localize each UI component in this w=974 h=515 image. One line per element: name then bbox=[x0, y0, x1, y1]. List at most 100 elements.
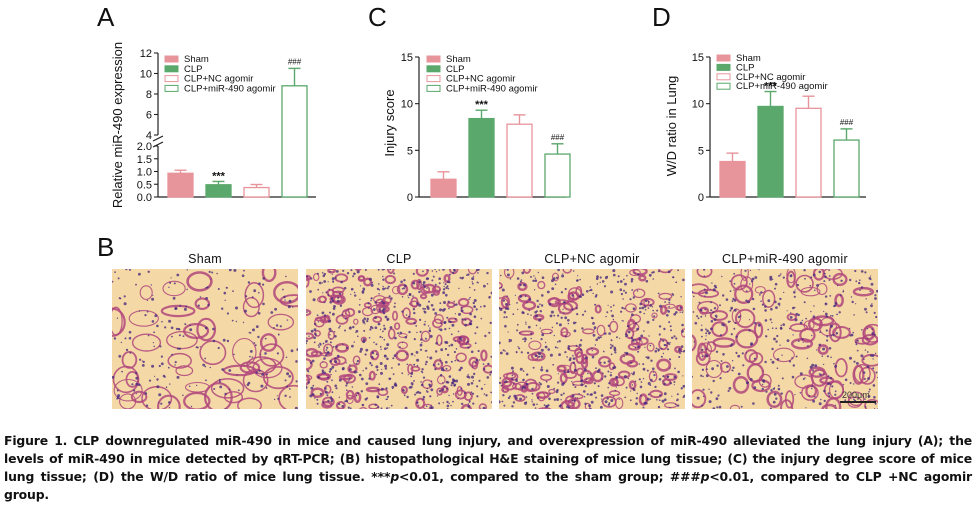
cell-nucleus bbox=[672, 276, 674, 279]
cell-nucleus bbox=[651, 306, 654, 308]
cell-nucleus bbox=[872, 384, 876, 387]
cell-nucleus bbox=[473, 299, 477, 302]
cell-nucleus bbox=[235, 306, 238, 310]
cell-nucleus bbox=[362, 370, 364, 372]
cell-nucleus bbox=[803, 269, 806, 272]
cell-nucleus bbox=[564, 351, 567, 354]
cell-nucleus bbox=[453, 269, 456, 272]
cell-nucleus bbox=[414, 355, 416, 357]
cell-nucleus bbox=[560, 316, 563, 319]
cell-nucleus bbox=[791, 375, 795, 379]
cell-nucleus bbox=[344, 329, 346, 332]
cell-nucleus bbox=[387, 285, 390, 288]
cell-nucleus bbox=[539, 303, 541, 305]
cell-nucleus bbox=[204, 357, 207, 360]
cell-nucleus bbox=[152, 294, 154, 296]
cell-nucleus bbox=[534, 380, 536, 382]
cell-nucleus bbox=[147, 334, 150, 337]
cell-nucleus bbox=[647, 393, 650, 396]
cell-nucleus bbox=[557, 373, 559, 375]
cell-nucleus bbox=[530, 314, 532, 316]
cell-nucleus bbox=[545, 405, 548, 408]
cell-nucleus bbox=[306, 311, 308, 313]
cell-nucleus bbox=[285, 356, 288, 359]
cell-nucleus bbox=[662, 339, 665, 342]
chart-a-significance-label: *** bbox=[212, 170, 226, 182]
cell-nucleus bbox=[751, 277, 755, 281]
cell-nucleus bbox=[544, 341, 547, 344]
cell-nucleus bbox=[273, 327, 275, 329]
cell-nucleus bbox=[430, 404, 432, 406]
alveolar-wall bbox=[821, 403, 838, 409]
cell-nucleus bbox=[439, 358, 441, 360]
cell-nucleus bbox=[444, 283, 447, 286]
cell-nucleus bbox=[671, 395, 673, 397]
cell-nucleus bbox=[610, 306, 612, 308]
cell-nucleus bbox=[436, 395, 439, 397]
cell-nucleus bbox=[458, 312, 461, 316]
cell-nucleus bbox=[706, 329, 709, 333]
alveolar-wall bbox=[432, 318, 443, 329]
cell-nucleus bbox=[144, 314, 147, 317]
chart-c-legend-label: Sham bbox=[446, 54, 471, 65]
chart-a-y-axis-label: Relative miR-490 expression bbox=[110, 42, 125, 208]
cell-nucleus bbox=[753, 386, 757, 389]
cell-nucleus bbox=[284, 394, 287, 397]
cell-nucleus bbox=[453, 350, 456, 354]
cell-nucleus bbox=[358, 310, 361, 314]
cell-nucleus bbox=[367, 307, 370, 309]
cell-nucleus bbox=[386, 347, 389, 349]
chart-c-legend-label: CLP+miR-490 agomir bbox=[446, 83, 538, 94]
cell-nucleus bbox=[335, 345, 338, 348]
cell-nucleus bbox=[534, 279, 538, 282]
cell-nucleus bbox=[849, 356, 852, 360]
cell-nucleus bbox=[597, 385, 600, 388]
cell-nucleus bbox=[288, 375, 291, 378]
cell-nucleus bbox=[459, 336, 462, 340]
alveolar-wall bbox=[692, 389, 707, 409]
cell-nucleus bbox=[501, 400, 504, 403]
cell-nucleus bbox=[499, 381, 502, 385]
cell-nucleus bbox=[112, 280, 114, 283]
cell-nucleus bbox=[626, 334, 629, 336]
cell-nucleus bbox=[604, 400, 608, 404]
cell-nucleus bbox=[412, 295, 414, 297]
cell-nucleus bbox=[455, 348, 458, 350]
cell-nucleus bbox=[637, 273, 640, 276]
alveolar-wall bbox=[393, 322, 401, 331]
cell-nucleus bbox=[349, 364, 351, 366]
cell-nucleus bbox=[348, 380, 350, 382]
chart-d-legend-label: CLP+miR-490 agomir bbox=[736, 81, 828, 92]
cell-nucleus bbox=[657, 405, 661, 409]
cell-nucleus bbox=[179, 304, 182, 307]
cell-nucleus bbox=[712, 288, 716, 292]
cell-nucleus bbox=[338, 396, 341, 398]
cell-nucleus bbox=[664, 398, 667, 401]
cell-nucleus bbox=[257, 335, 260, 339]
cell-nucleus bbox=[874, 402, 877, 405]
cell-nucleus bbox=[500, 274, 502, 277]
cell-nucleus bbox=[719, 377, 722, 380]
cell-nucleus bbox=[611, 344, 614, 348]
cell-nucleus bbox=[426, 387, 429, 390]
alveolar-wall bbox=[560, 399, 575, 409]
cell-nucleus bbox=[331, 277, 335, 281]
chart-d-legend-label: CLP+NC agomir bbox=[736, 72, 805, 83]
cell-nucleus bbox=[777, 387, 781, 391]
cell-nucleus bbox=[478, 379, 481, 382]
cell-nucleus bbox=[519, 367, 523, 371]
cell-nucleus bbox=[511, 378, 513, 380]
alveolar-wall bbox=[368, 370, 376, 381]
cell-nucleus bbox=[471, 281, 473, 283]
cell-nucleus bbox=[328, 327, 332, 331]
cell-nucleus bbox=[321, 369, 324, 372]
cell-nucleus bbox=[733, 327, 736, 330]
cell-nucleus bbox=[231, 319, 234, 322]
cell-nucleus bbox=[842, 384, 845, 386]
cell-nucleus bbox=[544, 345, 548, 349]
cell-nucleus bbox=[350, 287, 354, 291]
cell-nucleus bbox=[645, 356, 647, 358]
cell-nucleus bbox=[460, 309, 464, 313]
cell-nucleus bbox=[117, 277, 120, 280]
alveolar-wall bbox=[651, 312, 658, 319]
